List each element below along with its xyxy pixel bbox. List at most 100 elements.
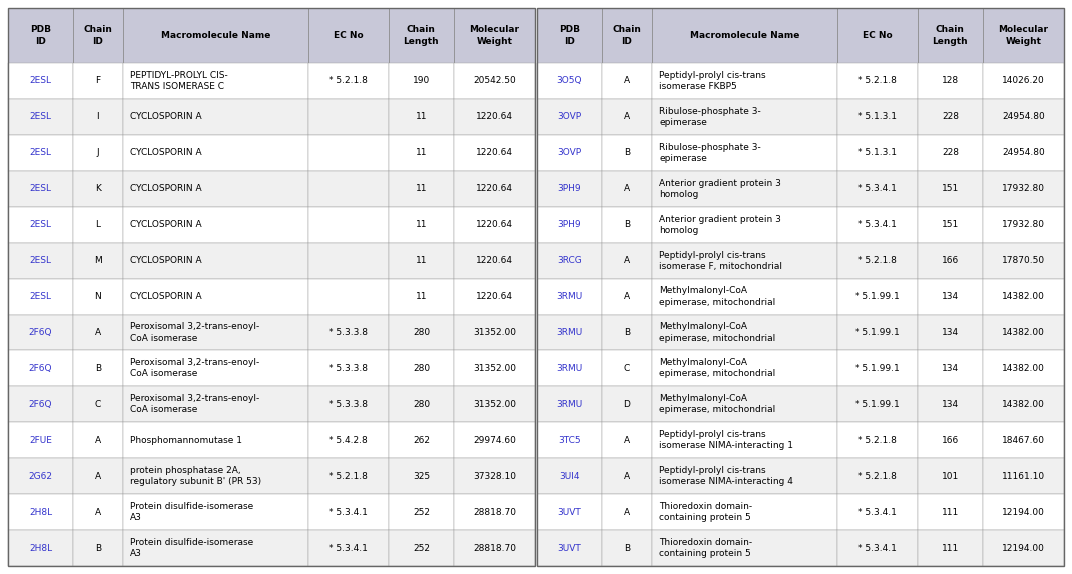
Text: * 5.2.1.8: * 5.2.1.8 bbox=[858, 256, 897, 265]
Bar bbox=[837, 243, 918, 278]
Bar bbox=[73, 243, 123, 278]
Bar bbox=[837, 351, 918, 386]
Bar bbox=[123, 171, 308, 207]
Bar bbox=[918, 135, 983, 171]
Bar bbox=[73, 278, 123, 315]
Text: 11: 11 bbox=[416, 292, 427, 301]
Text: Molecular
Weight: Molecular Weight bbox=[998, 25, 1048, 45]
Text: 18467.60: 18467.60 bbox=[1002, 436, 1045, 445]
Bar bbox=[537, 8, 1064, 566]
Bar bbox=[123, 207, 308, 243]
Text: 325: 325 bbox=[413, 472, 430, 480]
Text: Macromolecule Name: Macromolecule Name bbox=[689, 31, 799, 40]
Bar bbox=[8, 458, 73, 494]
Bar bbox=[123, 530, 308, 566]
Bar bbox=[537, 243, 601, 278]
Text: 11161.10: 11161.10 bbox=[1002, 472, 1045, 480]
Bar bbox=[837, 530, 918, 566]
Bar bbox=[918, 494, 983, 530]
Bar bbox=[537, 278, 601, 315]
Bar bbox=[918, 315, 983, 351]
Text: 2ESL: 2ESL bbox=[29, 220, 51, 229]
Bar bbox=[8, 99, 73, 135]
Text: Chain
Length: Chain Length bbox=[933, 25, 968, 45]
Text: 20542.50: 20542.50 bbox=[473, 76, 516, 86]
Bar bbox=[308, 63, 389, 99]
Text: 2F6Q: 2F6Q bbox=[29, 328, 53, 337]
Bar bbox=[918, 207, 983, 243]
Text: J: J bbox=[96, 148, 99, 157]
Text: * 5.1.99.1: * 5.1.99.1 bbox=[855, 328, 899, 337]
Bar bbox=[308, 99, 389, 135]
Bar bbox=[837, 458, 918, 494]
Text: A: A bbox=[94, 328, 101, 337]
Bar bbox=[837, 135, 918, 171]
Bar bbox=[537, 8, 601, 63]
Bar bbox=[652, 422, 837, 458]
Bar bbox=[123, 278, 308, 315]
Bar bbox=[453, 494, 535, 530]
Bar bbox=[537, 315, 601, 351]
Text: 37328.10: 37328.10 bbox=[473, 472, 516, 480]
Bar bbox=[837, 494, 918, 530]
Text: 2ESL: 2ESL bbox=[29, 292, 51, 301]
Text: * 5.2.1.8: * 5.2.1.8 bbox=[329, 472, 368, 480]
Bar bbox=[308, 458, 389, 494]
Bar bbox=[537, 99, 601, 135]
Bar bbox=[837, 315, 918, 351]
Bar bbox=[983, 351, 1064, 386]
Text: Methylmalonyl-CoA
epimerase, mitochondrial: Methylmalonyl-CoA epimerase, mitochondri… bbox=[659, 394, 775, 414]
Bar bbox=[537, 494, 601, 530]
Bar bbox=[73, 458, 123, 494]
Text: * 5.3.3.8: * 5.3.3.8 bbox=[329, 400, 368, 409]
Bar bbox=[308, 135, 389, 171]
Bar bbox=[389, 530, 453, 566]
Bar bbox=[453, 243, 535, 278]
Text: Protein disulfide-isomerase
A3: Protein disulfide-isomerase A3 bbox=[130, 502, 253, 522]
Bar bbox=[837, 99, 918, 135]
Bar bbox=[73, 8, 123, 63]
Bar bbox=[308, 530, 389, 566]
Bar bbox=[453, 171, 535, 207]
Bar bbox=[918, 243, 983, 278]
Text: 3OVP: 3OVP bbox=[557, 113, 581, 121]
Text: A: A bbox=[94, 507, 101, 517]
Text: 11: 11 bbox=[416, 113, 427, 121]
Bar bbox=[601, 99, 652, 135]
Bar bbox=[652, 458, 837, 494]
Text: A: A bbox=[624, 436, 630, 445]
Text: 3UVT: 3UVT bbox=[557, 507, 581, 517]
Text: PDB
ID: PDB ID bbox=[559, 25, 580, 45]
Text: D: D bbox=[624, 400, 630, 409]
Text: Protein disulfide-isomerase
A3: Protein disulfide-isomerase A3 bbox=[130, 538, 253, 558]
Bar bbox=[389, 171, 453, 207]
Bar bbox=[918, 8, 983, 63]
Text: 28818.70: 28818.70 bbox=[473, 544, 516, 553]
Bar bbox=[983, 386, 1064, 422]
Text: EC No: EC No bbox=[863, 31, 892, 40]
Text: 28818.70: 28818.70 bbox=[473, 507, 516, 517]
Bar bbox=[537, 458, 601, 494]
Text: * 5.2.1.8: * 5.2.1.8 bbox=[858, 436, 897, 445]
Text: B: B bbox=[624, 148, 630, 157]
Bar bbox=[123, 386, 308, 422]
Bar bbox=[389, 386, 453, 422]
Text: 12194.00: 12194.00 bbox=[1002, 544, 1045, 553]
Text: * 5.1.99.1: * 5.1.99.1 bbox=[855, 400, 899, 409]
Text: * 5.3.3.8: * 5.3.3.8 bbox=[329, 364, 368, 373]
Bar bbox=[918, 63, 983, 99]
Text: 11: 11 bbox=[416, 220, 427, 229]
Bar bbox=[8, 207, 73, 243]
Bar bbox=[73, 386, 123, 422]
Text: 14382.00: 14382.00 bbox=[1002, 328, 1045, 337]
Text: * 5.3.4.1: * 5.3.4.1 bbox=[329, 544, 368, 553]
Text: 111: 111 bbox=[942, 507, 959, 517]
Bar bbox=[73, 422, 123, 458]
Bar bbox=[537, 386, 601, 422]
Bar bbox=[601, 386, 652, 422]
Text: I: I bbox=[96, 113, 99, 121]
Bar bbox=[601, 351, 652, 386]
Bar bbox=[918, 278, 983, 315]
Bar bbox=[73, 207, 123, 243]
Bar bbox=[8, 8, 73, 63]
